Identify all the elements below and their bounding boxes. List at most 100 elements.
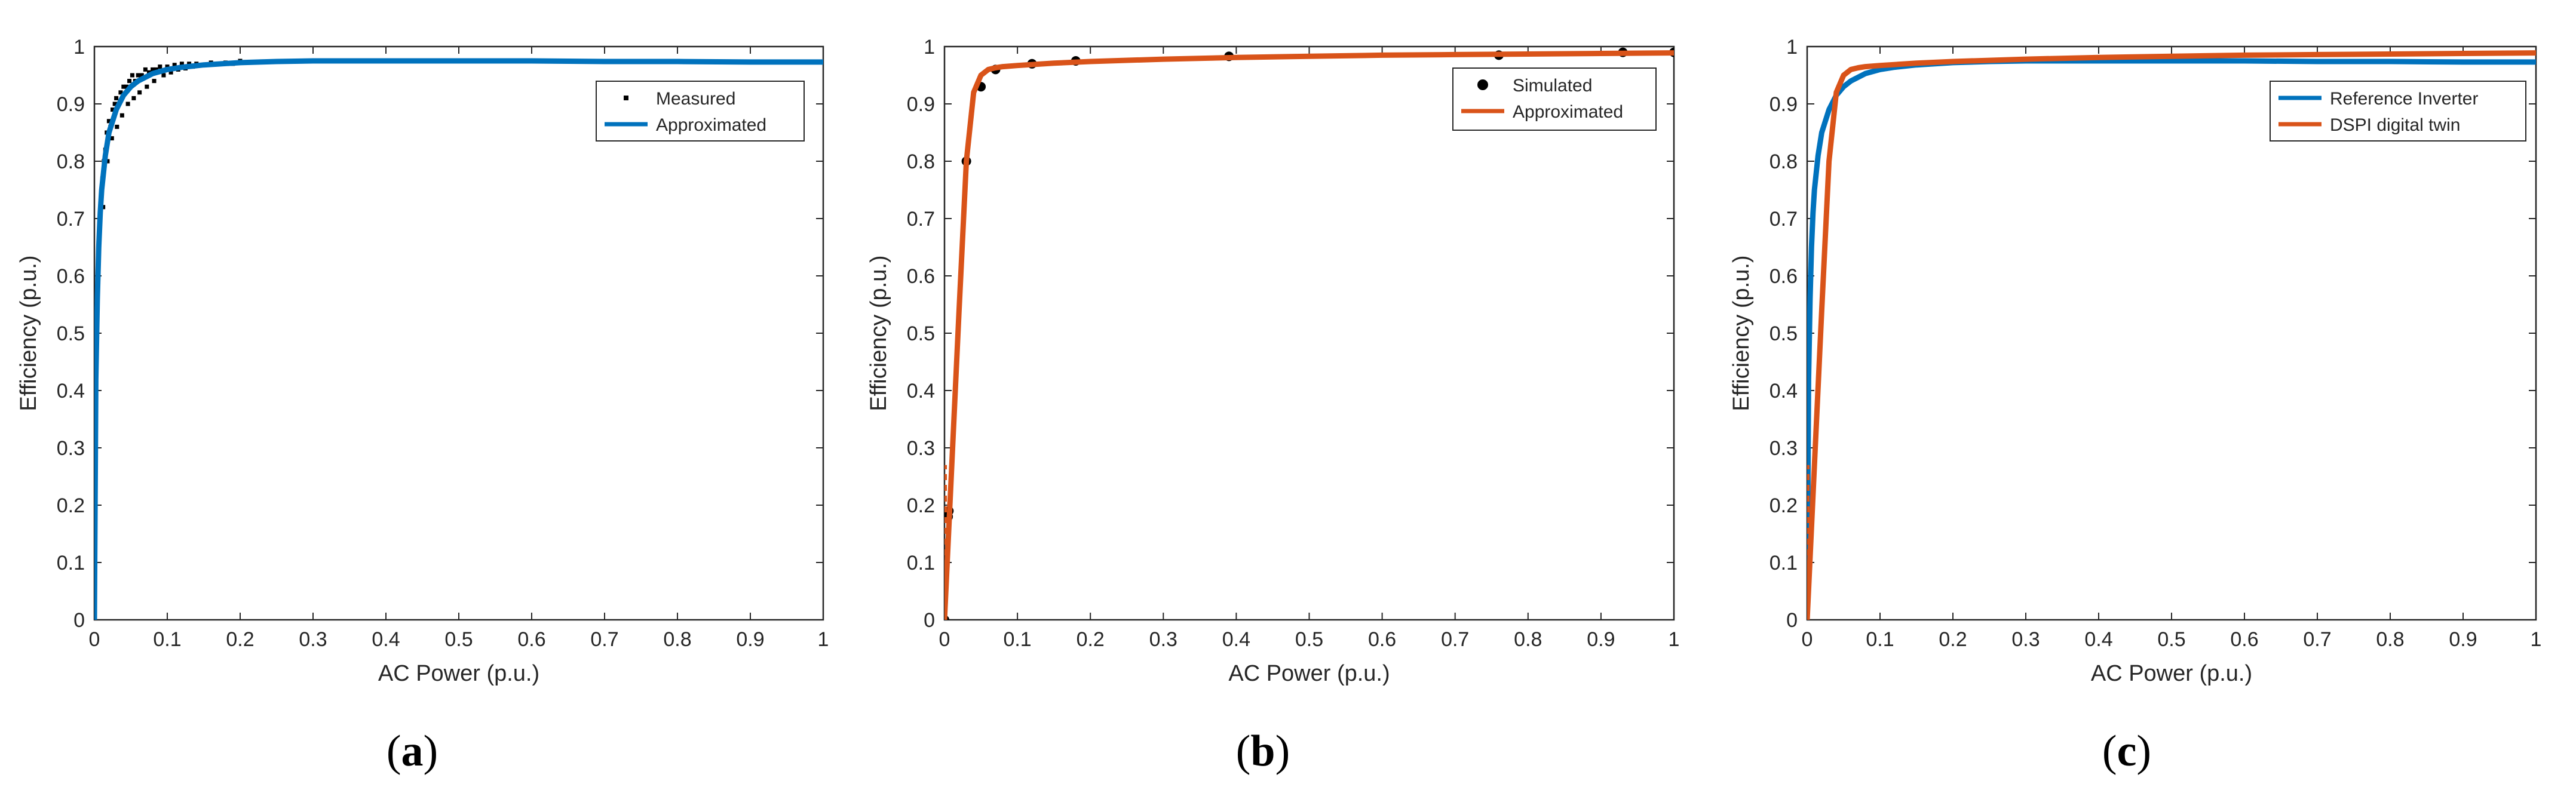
- data-point: [165, 64, 170, 69]
- y-tick-label: 0: [73, 609, 85, 632]
- x-tick-label: 0.9: [2449, 628, 2477, 651]
- data-layer: [944, 47, 1674, 620]
- y-tick-label: 0.8: [1770, 150, 1798, 173]
- panel-label: (b): [1236, 727, 1290, 776]
- x-tick-label: 0.1: [1003, 628, 1031, 651]
- y-tick-label: 1: [73, 36, 85, 59]
- legend-swatch: [1477, 79, 1488, 90]
- series-line-dspi-digital-twin: [1807, 50, 2536, 620]
- data-point: [130, 73, 134, 78]
- y-tick-label: 0.1: [907, 552, 935, 574]
- x-tick-label: 0.9: [1587, 628, 1615, 651]
- y-tick-label: 0.6: [57, 265, 85, 288]
- chart-panel-a: 0 0.1 0.2 0.3 0.4 0.5 0.6 0.7 0.8 0.9 1 0 0.1 0.2 0.3 0…: [16, 36, 829, 776]
- panel-label-close: ): [424, 727, 438, 776]
- y-tick-label: 0.3: [1770, 437, 1798, 460]
- data-point: [127, 79, 132, 84]
- x-tick-label: 0.3: [1149, 628, 1177, 651]
- y-tick-label: 0.9: [907, 93, 935, 116]
- panel-label: (c): [2102, 727, 2151, 776]
- data-point: [139, 73, 144, 78]
- plot-area: [93, 45, 824, 621]
- data-point: [109, 136, 114, 141]
- x-axis-label: AC Power (p.u.): [378, 661, 539, 686]
- y-axis-label: Efficiency (p.u.): [866, 255, 891, 411]
- x-tick-label: 0.4: [2084, 628, 2112, 651]
- legend-label: DSPI digital twin: [2330, 115, 2460, 135]
- legend: Measured Approximated: [596, 81, 805, 142]
- panel-label-letter: a: [401, 727, 424, 776]
- x-tick-label: 0.9: [736, 628, 764, 651]
- data-point: [114, 96, 119, 100]
- y-tick-label: 0.6: [907, 265, 935, 288]
- panel-label-open: (: [1236, 727, 1251, 776]
- panel-label-letter: b: [1250, 727, 1275, 776]
- x-tick-label: 0.8: [2376, 628, 2404, 651]
- data-point: [118, 90, 123, 95]
- y-tick-label: 0.1: [57, 552, 85, 574]
- x-tick-label: 0.8: [1514, 628, 1542, 651]
- panel-label-open: (: [2102, 727, 2117, 776]
- x-tick-label: 0.7: [590, 628, 618, 651]
- data-layer: [94, 58, 823, 620]
- panel-label-close: ): [2136, 727, 2151, 776]
- chart-panel-c: 0 0.1 0.2 0.3 0.4 0.5 0.6 0.7 0.8 0.9 1 0 0.1 0.2 0.3 0…: [1729, 36, 2541, 776]
- data-point: [172, 63, 177, 67]
- x-axis-label: AC Power (p.u.): [2091, 661, 2252, 686]
- y-tick-label: 0.7: [1770, 208, 1798, 230]
- data-point: [168, 70, 173, 75]
- y-tick-label: 0.2: [907, 494, 935, 517]
- y-tick-label: 0.9: [57, 93, 85, 116]
- legend: Simulated Approximated: [1452, 67, 1657, 131]
- x-tick-label: 0: [1802, 628, 1813, 651]
- panel-label-close: ): [1275, 727, 1290, 776]
- x-tick-label: 1: [818, 628, 829, 651]
- data-point: [145, 84, 149, 89]
- y-tick-label: 0.4: [907, 380, 935, 402]
- data-point: [121, 84, 126, 89]
- y-tick-label: 0.3: [907, 437, 935, 460]
- y-tick-label: 0: [924, 609, 935, 632]
- y-tick-label: 0.3: [57, 437, 85, 460]
- data-point: [106, 119, 111, 124]
- x-tick-label: 0.2: [1077, 628, 1105, 651]
- panel-label-letter: c: [2117, 727, 2137, 776]
- x-tick-label: 0.5: [444, 628, 473, 651]
- y-tick-label: 0.2: [57, 494, 85, 517]
- data-point: [131, 96, 136, 100]
- y-axis-label: Efficiency (p.u.): [16, 255, 41, 411]
- legend-label: Approximated: [656, 115, 766, 135]
- y-tick-label: 0.8: [57, 150, 85, 173]
- x-tick-label: 0.6: [517, 628, 545, 651]
- x-tick-label: 0.4: [372, 628, 400, 651]
- x-tick-label: 0.2: [1939, 628, 1967, 651]
- data-point: [151, 67, 155, 72]
- y-tick-label: 0.9: [1770, 93, 1798, 116]
- data-point: [105, 159, 110, 164]
- x-tick-label: 0.6: [2230, 628, 2258, 651]
- x-tick-label: 0.8: [663, 628, 691, 651]
- x-tick-label: 0.6: [1368, 628, 1396, 651]
- y-tick-label: 0.6: [1770, 265, 1798, 288]
- data-point: [158, 64, 162, 69]
- plot-area: [1806, 45, 2537, 621]
- y-tick-label: 1: [1786, 36, 1798, 59]
- y-tick-label: 0.4: [1770, 380, 1798, 402]
- chart-panel-b: 0 0.1 0.2 0.3 0.4 0.5 0.6 0.7 0.8 0.9 1 0 0.1 0.2 0.3 0…: [866, 36, 1679, 776]
- y-tick-label: 0.7: [907, 208, 935, 230]
- data-point: [161, 73, 166, 78]
- data-point: [152, 79, 157, 84]
- data-point: [115, 124, 119, 129]
- legend-label: Simulated: [1513, 76, 1592, 96]
- y-tick-label: 1: [924, 36, 935, 59]
- x-tick-label: 0.4: [1222, 628, 1250, 651]
- x-tick-label: 0.1: [153, 628, 181, 651]
- data-point: [154, 67, 159, 72]
- x-tick-label: 1: [1669, 628, 1680, 651]
- x-tick-label: 0: [939, 628, 950, 651]
- y-tick-label: 0.1: [1770, 552, 1798, 574]
- data-point: [119, 113, 124, 118]
- y-tick-label: 0.5: [907, 322, 935, 345]
- x-tick-label: 0.2: [226, 628, 254, 651]
- y-tick-label: 0.4: [57, 380, 85, 402]
